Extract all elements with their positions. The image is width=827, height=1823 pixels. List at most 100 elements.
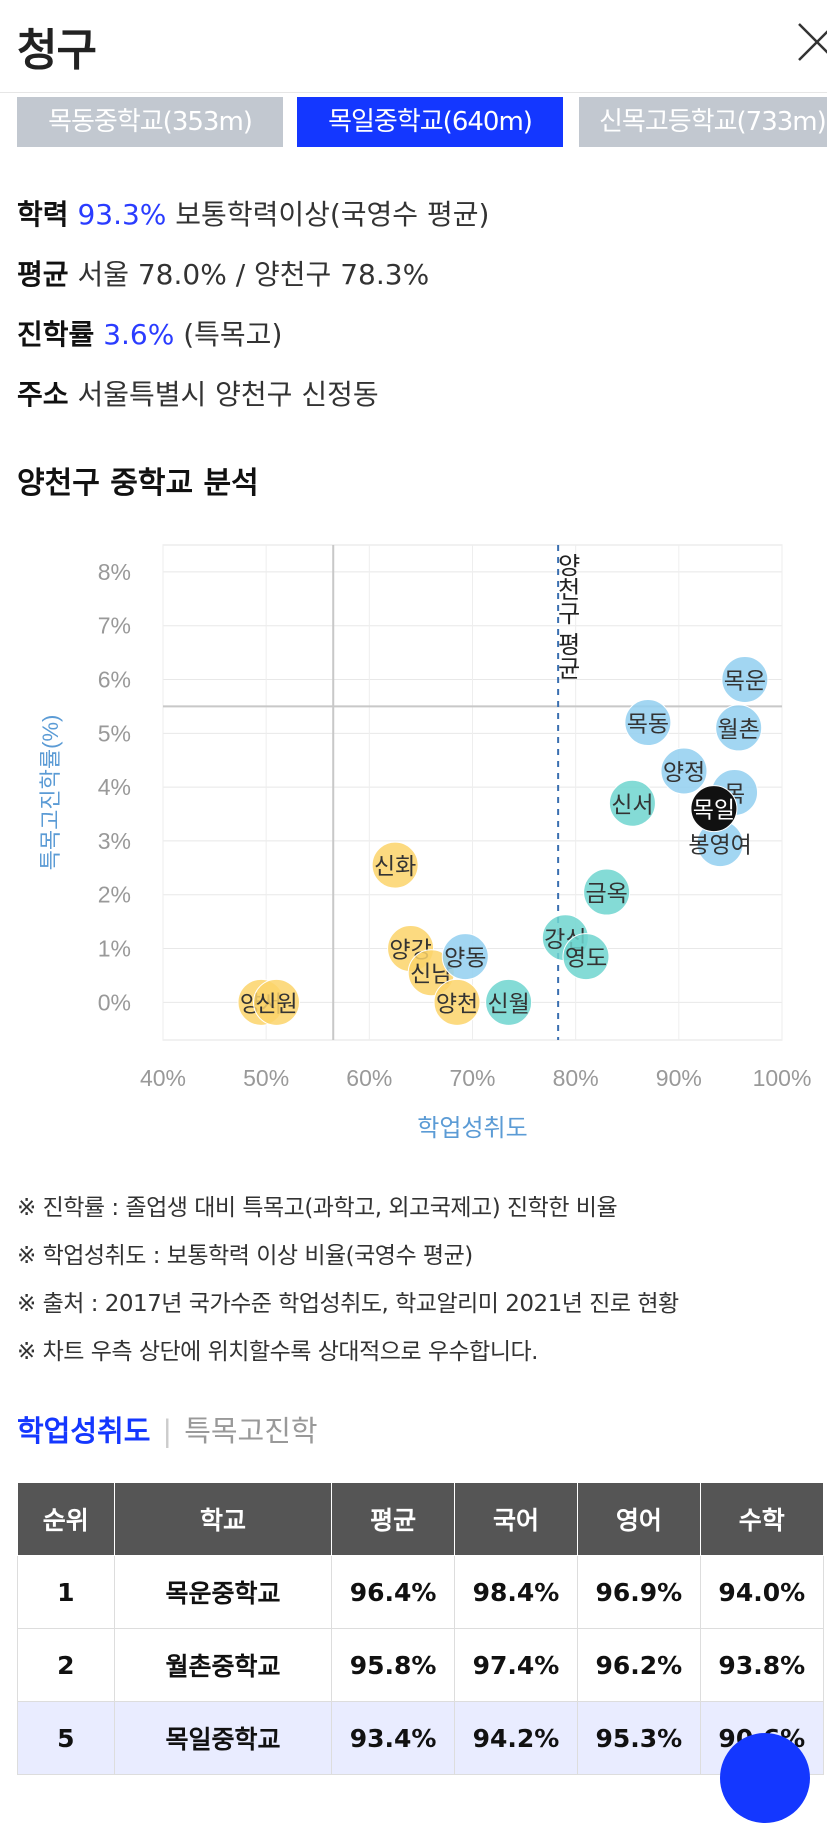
- data-label-신서: 신서: [611, 792, 653, 818]
- table-cell: 96.9%: [577, 1555, 701, 1629]
- x-tick-label: 90%: [656, 1065, 702, 1091]
- table-cell: 1: [17, 1555, 115, 1629]
- address-value: 서울특별시 양천구 신정동: [77, 378, 379, 411]
- data-label-영도: 영도: [565, 946, 607, 972]
- note-item: ※ 학업성취도 : 보통학력 이상 비율(국영수 평균): [17, 1243, 473, 1269]
- data-point-신월: [485, 978, 533, 1026]
- average-info: 평균 서울 78.0% / 양천구 78.3%: [17, 253, 429, 293]
- table-cell: 2: [17, 1628, 115, 1702]
- x-tick-label: 70%: [449, 1065, 495, 1091]
- data-label-양천: 양천: [436, 991, 478, 1017]
- close-icon[interactable]: [797, 22, 827, 62]
- address-info: 주소 서울특별시 양천구 신정동: [17, 373, 379, 413]
- data-point-양정: [660, 747, 708, 795]
- y-tick-label: 8%: [98, 559, 131, 585]
- data-label-월촌: 월촌: [718, 717, 760, 743]
- x-tick-label: 60%: [346, 1065, 392, 1091]
- y-tick-label: 0%: [98, 989, 131, 1015]
- table-cell: 95.3%: [577, 1701, 701, 1775]
- x-axis-label: 학업성취도: [417, 1115, 527, 1142]
- scatter-chart: 0% 1% 2% 3% 4% 5% 6% 7% 8% 40% 50% 60% 70% 80% 90% 100%…: [38, 544, 812, 1142]
- data-point-신화: [371, 841, 419, 889]
- y-tick-label: 1%: [98, 936, 131, 962]
- table-cell: 96.4%: [331, 1555, 455, 1629]
- table-cell: 95.8%: [331, 1628, 455, 1702]
- tab-academic[interactable]: 학업성취도: [17, 1414, 151, 1448]
- column-header: 평균: [331, 1482, 455, 1556]
- table-cell: 93.8%: [699, 1628, 825, 1702]
- y-tick-label: 3%: [98, 828, 131, 854]
- average-value: 서울 78.0% / 양천구 78.3%: [77, 258, 430, 291]
- table-cell: 96.2%: [577, 1628, 701, 1702]
- data-point-목동: [624, 699, 672, 747]
- ranking-tabs: 학업성취도 | 특목고진학: [17, 1408, 318, 1450]
- y-tick-label: 6%: [98, 667, 131, 693]
- data-label-신화: 신화: [374, 854, 416, 880]
- data-label-금옥: 금옥: [585, 881, 627, 907]
- data-point-금옥: [583, 868, 631, 916]
- data-point-신원: [252, 978, 300, 1026]
- rate-info: 진학률 3.6% (특목고): [17, 313, 282, 353]
- header: 청구: [0, 0, 827, 93]
- average-label: 평균: [17, 258, 69, 291]
- data-label-목동: 목동: [627, 712, 669, 738]
- note-item: ※ 진학률 : 졸업생 대비 특목고(과학고, 외고국제고) 진학한 비율: [17, 1195, 618, 1221]
- data-label-목일: 목일: [693, 798, 735, 824]
- data-point-영도: [562, 933, 610, 981]
- school-tab-sinmok[interactable]: 신목고등학교(733m): [579, 97, 827, 147]
- tab-divider: |: [162, 1414, 173, 1448]
- table-row-highlighted[interactable]: 5 목일중학교 93.4% 94.2% 95.3% 90.6%: [17, 1701, 825, 1775]
- data-point-양천: [433, 978, 481, 1026]
- y-tick-label: 5%: [98, 720, 131, 746]
- academic-desc: 보통학력이상(국영수 평균): [175, 198, 490, 231]
- section-title: 양천구 중학교 분석: [17, 466, 259, 501]
- y-tick-label: 7%: [98, 613, 131, 639]
- data-point-양동: [441, 933, 489, 981]
- table-cell: 5: [17, 1701, 115, 1775]
- tab-special-school[interactable]: 특목고진학: [184, 1414, 318, 1448]
- table-cell: 목운중학교: [113, 1555, 333, 1629]
- column-header: 순위: [17, 1482, 115, 1556]
- x-tick-label: 50%: [243, 1065, 289, 1091]
- y-tick-label: 4%: [98, 774, 131, 800]
- school-tabs: 목동중학교(353m) 목일중학교(640m) 신목고등학교(733m): [0, 97, 827, 147]
- data-label-양동: 양동: [444, 946, 486, 972]
- y-axis-label: 특목고진학률(%): [38, 715, 63, 871]
- rate-value: 3.6%: [103, 318, 175, 351]
- school-tab-mokdong[interactable]: 목동중학교(353m): [17, 97, 283, 147]
- note-item: ※ 차트 우측 상단에 위치할수록 상대적으로 우수합니다.: [17, 1339, 538, 1365]
- x-tick-label: 40%: [140, 1065, 186, 1091]
- x-tick-label: 80%: [553, 1065, 599, 1091]
- academic-info: 학력 93.3% 보통학력이상(국영수 평균): [17, 193, 489, 233]
- column-header: 영어: [577, 1482, 701, 1556]
- school-tab-mogil[interactable]: 목일중학교(640m): [297, 97, 563, 147]
- y-tick-label: 2%: [98, 882, 131, 908]
- column-header: 국어: [453, 1482, 579, 1556]
- rate-label: 진학률: [17, 318, 95, 351]
- ranking-table: 순위 학교 평균 국어 영어 수학 1 목운중학교 96.4% 98.4% 96…: [17, 1482, 825, 1775]
- address-label: 주소: [17, 378, 69, 411]
- table-header-row: 순위 학교 평균 국어 영어 수학: [17, 1482, 825, 1556]
- note-item: ※ 출처 : 2017년 국가수준 학업성취도, 학교알리미 2021년 진로 …: [17, 1291, 679, 1317]
- floating-action-button[interactable]: [720, 1733, 810, 1823]
- column-header: 학교: [113, 1482, 333, 1556]
- table-cell: 94.2%: [453, 1701, 579, 1775]
- average-line-label: 양천구 평균: [553, 553, 580, 680]
- data-label-양정: 양정: [663, 760, 705, 786]
- data-point-신서: [608, 779, 656, 827]
- table-cell: 목일중학교: [113, 1701, 333, 1775]
- x-tick-label: 100%: [753, 1065, 812, 1091]
- table-cell: 93.4%: [331, 1701, 455, 1775]
- data-point-목일: [690, 785, 738, 833]
- table-row[interactable]: 1 목운중학교 96.4% 98.4% 96.9% 94.0%: [17, 1555, 825, 1629]
- table-cell: 94.0%: [699, 1555, 825, 1629]
- rate-desc: (특목고): [183, 318, 283, 351]
- data-label-봉영여: 봉영여: [688, 833, 751, 859]
- data-label-목운: 목운: [724, 669, 766, 695]
- column-header: 수학: [699, 1482, 825, 1556]
- data-label-신원: 신원: [255, 991, 297, 1017]
- table-cell: 97.4%: [453, 1628, 579, 1702]
- academic-label: 학력: [17, 198, 69, 231]
- data-point-목운: [721, 656, 769, 704]
- table-row[interactable]: 2 월촌중학교 95.8% 97.4% 96.2% 93.8%: [17, 1628, 825, 1702]
